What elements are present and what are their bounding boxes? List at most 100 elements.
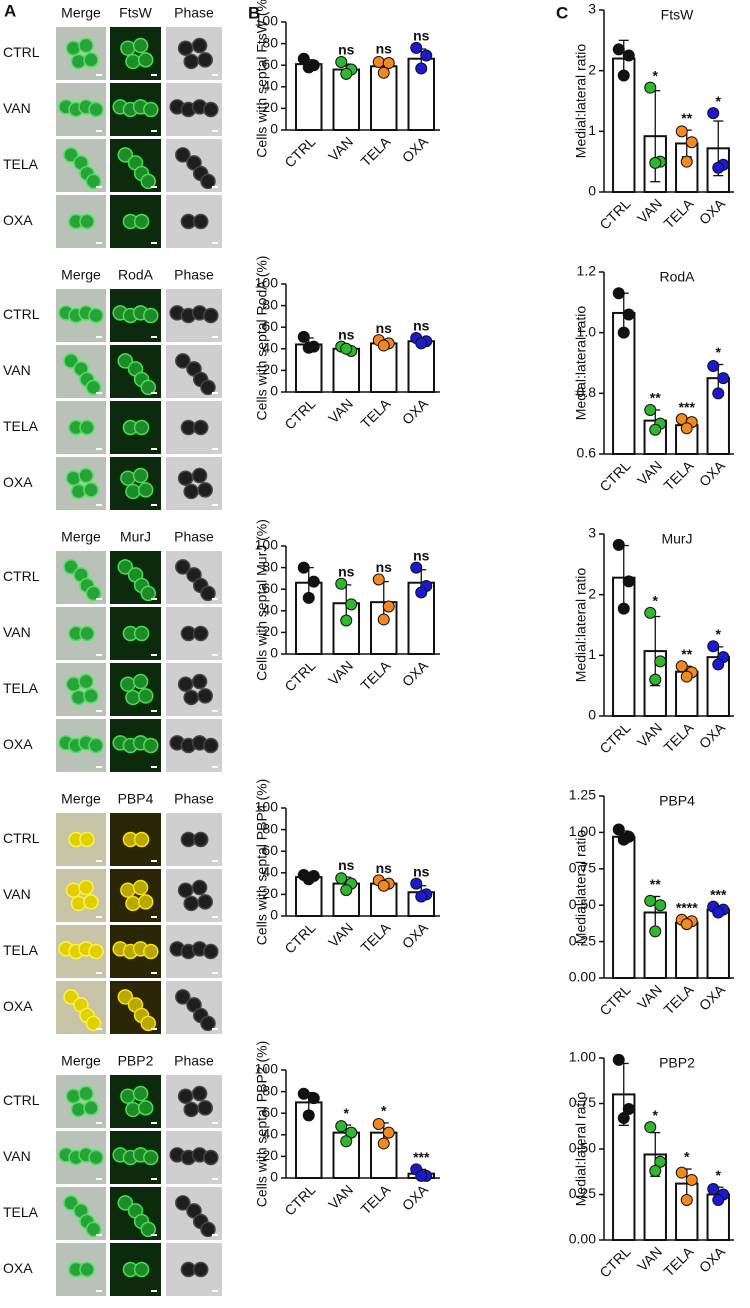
data-point [335,1120,348,1133]
cell [83,482,99,498]
significance-label: ns [413,28,430,44]
row-label: VAN [3,624,31,640]
data-point [382,57,395,70]
y-tick-label: 1.00 [569,1049,596,1065]
data-point [340,614,353,627]
y-axis-label: Medial:lateral ratio [573,1092,589,1207]
cell [125,689,141,706]
data-point [297,330,310,343]
y-axis-label: Cells with septal MurJ (%) [254,519,270,681]
y-tick-label: 0 [270,121,278,137]
data-point [617,326,630,339]
cell [120,470,136,486]
cell [78,879,94,896]
x-tick-label: OXA [399,395,432,428]
x-tick-label: CTRL [281,657,318,694]
cell [79,1261,95,1278]
micrograph [166,457,222,510]
y-axis-label: Cells with septal FtsW (%) [254,0,270,158]
data-point [617,602,630,615]
significance-label: ** [681,110,692,126]
y-tick-label: 0.00 [569,1231,596,1247]
data-point [377,613,390,626]
data-point [644,81,657,94]
cell [137,52,154,68]
significance-label: ns [338,326,355,342]
micrograph [166,27,222,80]
significance-label: * [653,67,659,83]
y-tick-label: 80 [262,34,278,50]
cell [70,895,87,912]
data-point [340,884,353,897]
cell [120,882,136,898]
cell [132,673,149,690]
data-point [340,1135,353,1148]
cell [200,585,216,602]
y-tick-label: 0.00 [569,969,596,985]
significance-label: ns [413,318,430,334]
x-tick-label: VAN [634,195,665,226]
cell [65,470,82,486]
column-header: Phase [174,529,214,545]
y-tick-label: 0 [588,183,596,199]
cell [197,1100,213,1116]
data-point [707,640,720,653]
data-point [644,1121,657,1134]
cell [63,559,79,575]
data-point [675,1166,688,1179]
cell [65,882,82,898]
y-tick-label: 60 [262,842,278,858]
y-tick-label: 20 [262,623,278,639]
data-point [649,925,662,938]
data-point [307,1092,320,1105]
significance-label: *** [710,886,727,902]
cell [203,307,219,324]
y-tick-label: 0 [270,383,278,399]
cell [203,737,219,754]
y-tick-label: 0.6 [577,445,597,461]
x-tick-label: VAN [634,457,665,488]
cell [177,882,194,898]
panel-label: C [556,3,568,22]
y-tick-label: 0 [270,907,278,923]
data-point [675,125,688,138]
cell [200,173,216,190]
data-point [382,1126,395,1139]
data-point [410,561,423,574]
x-tick-label: VAN [634,981,665,1012]
data-point [712,161,725,174]
y-tick-label: 20 [262,361,278,377]
cell [120,40,136,56]
cell [78,673,94,690]
cell [88,101,104,118]
row-label: VAN [3,1148,31,1164]
data-point [372,1118,385,1130]
significance-label: ** [650,876,661,892]
significance-label: *** [679,399,696,415]
data-point [415,62,428,75]
data-point [302,61,315,74]
micrograph [166,869,222,922]
cell [177,1088,194,1104]
cell [65,1088,82,1104]
data-point [302,873,315,886]
y-tick-label: 20 [262,1147,278,1163]
cell [192,419,209,436]
data-point [612,538,625,551]
significance-label: ns [376,41,393,57]
cell [140,173,156,190]
row-label: OXA [3,212,33,228]
data-point [712,658,725,671]
panel-label: B [248,3,260,22]
micrograph [56,1075,106,1128]
data-point [680,670,693,683]
significance-label: * [684,1149,690,1165]
x-tick-label: OXA [696,195,729,228]
column-header: Merge [61,267,101,283]
row-label: CTRL [3,44,40,60]
chart-title: PBP4 [659,793,695,809]
x-tick-label: VAN [325,395,356,426]
cell [183,1101,199,1118]
significance-label: ns [376,320,393,336]
row-label: CTRL [3,306,40,322]
